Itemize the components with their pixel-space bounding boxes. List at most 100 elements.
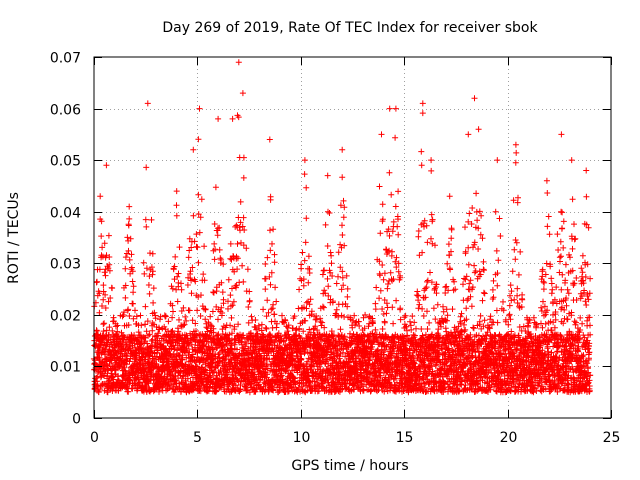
data-point	[181, 321, 188, 328]
data-point	[466, 210, 473, 217]
data-point	[173, 202, 180, 209]
data-point	[151, 350, 158, 357]
data-point	[167, 352, 174, 359]
data-point	[234, 240, 241, 247]
data-point	[98, 218, 105, 225]
data-point	[469, 205, 476, 211]
data-point	[372, 300, 379, 307]
data-point	[174, 298, 181, 305]
data-point	[463, 305, 470, 312]
chart-title: Day 269 of 2019, Rate Of TEC Index for r…	[162, 20, 538, 36]
data-point	[216, 246, 223, 253]
data-point	[196, 229, 203, 236]
data-point	[149, 327, 156, 334]
data-point	[339, 232, 346, 238]
data-point	[273, 298, 280, 305]
data-point	[260, 306, 267, 313]
data-point	[302, 317, 309, 324]
data-point	[298, 265, 305, 272]
data-point	[248, 313, 255, 320]
data-point	[339, 174, 346, 181]
data-point	[445, 241, 452, 248]
data-point	[169, 285, 176, 292]
data-point	[340, 214, 347, 221]
data-point	[142, 321, 149, 328]
data-point	[126, 215, 133, 222]
data-point	[386, 169, 393, 176]
data-point	[411, 319, 418, 326]
data-point	[106, 261, 113, 268]
data-point	[321, 267, 328, 274]
data-point	[156, 388, 162, 395]
data-point	[360, 387, 367, 394]
data-point	[428, 167, 435, 174]
data-point	[237, 198, 244, 205]
data-point	[201, 243, 208, 250]
data-point	[418, 326, 425, 332]
data-point	[416, 301, 423, 308]
data-point	[337, 241, 344, 248]
data-point	[392, 203, 399, 210]
data-point	[113, 323, 119, 330]
data-point	[193, 231, 200, 238]
data-point	[210, 289, 217, 296]
data-point	[305, 253, 312, 260]
data-point	[176, 384, 183, 391]
data-point	[415, 228, 422, 234]
data-point	[176, 352, 183, 359]
data-point	[387, 269, 394, 276]
data-point	[464, 297, 471, 304]
data-point	[372, 326, 379, 333]
data-point	[183, 332, 190, 339]
data-point	[252, 317, 259, 323]
data-point	[142, 303, 149, 310]
data-point	[132, 307, 138, 314]
data-point	[126, 256, 133, 263]
data-point	[302, 239, 309, 246]
data-point	[388, 191, 395, 198]
data-point	[380, 276, 387, 283]
data-point	[180, 322, 187, 329]
data-point	[143, 265, 150, 272]
data-point	[325, 208, 331, 215]
data-point	[101, 240, 108, 247]
data-point	[230, 298, 237, 305]
data-point	[148, 347, 155, 354]
data-point	[99, 303, 105, 309]
data-point	[109, 285, 116, 292]
data-point	[241, 227, 248, 233]
data-point	[119, 313, 126, 320]
data-point	[301, 257, 308, 264]
data-point	[303, 299, 310, 306]
data-point	[142, 216, 149, 223]
data-point	[149, 250, 156, 257]
data-point	[145, 282, 152, 288]
data-point	[150, 321, 157, 328]
data-point	[279, 312, 285, 319]
data-point	[471, 262, 478, 269]
data-point	[102, 346, 109, 353]
data-point	[271, 311, 278, 318]
data-point	[333, 280, 340, 287]
data-point	[121, 364, 128, 371]
data-point	[143, 328, 150, 335]
data-point	[172, 377, 179, 384]
data-point	[96, 266, 103, 273]
data-point	[390, 218, 397, 225]
data-point	[125, 388, 132, 395]
data-point	[194, 307, 201, 314]
data-point	[381, 319, 388, 326]
data-point	[267, 196, 274, 203]
data-point	[97, 386, 104, 393]
data-point	[102, 272, 109, 279]
data-point	[337, 326, 344, 333]
data-point	[190, 212, 197, 219]
data-point	[191, 238, 198, 245]
data-point	[194, 244, 201, 251]
data-point	[176, 244, 183, 251]
data-point	[145, 356, 151, 363]
data-point	[379, 326, 386, 332]
data-point	[122, 294, 129, 301]
data-point	[211, 240, 218, 247]
data-point	[301, 171, 308, 178]
